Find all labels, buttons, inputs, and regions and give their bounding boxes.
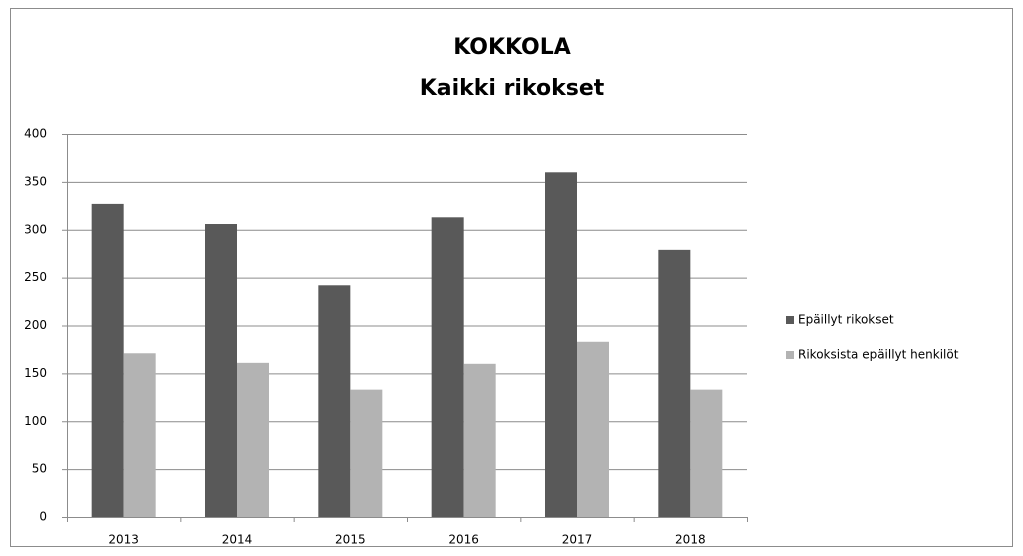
bar xyxy=(91,203,124,517)
bar xyxy=(690,389,723,517)
legend-label: Rikoksista epäillyt henkilöt xyxy=(798,348,959,362)
x-tick-label: 2018 xyxy=(675,533,706,547)
y-tick-label: 50 xyxy=(32,462,47,476)
bar xyxy=(577,341,609,517)
y-tick-label: 200 xyxy=(24,318,47,332)
y-tick-label: 150 xyxy=(24,366,47,380)
y-tick-label: 100 xyxy=(24,414,47,428)
bar xyxy=(318,285,351,517)
bar xyxy=(658,249,691,518)
x-tick-label: 2014 xyxy=(222,533,253,547)
bar xyxy=(350,389,383,517)
legend-label: Epäillyt rikokset xyxy=(798,313,894,327)
y-tick-label: 250 xyxy=(24,270,47,284)
x-tick-label: 2013 xyxy=(108,533,139,547)
y-tick-label: 400 xyxy=(24,127,47,141)
x-tick-label: 2015 xyxy=(335,533,366,547)
y-tick-label: 300 xyxy=(24,222,47,236)
y-tick-label: 350 xyxy=(24,174,47,188)
bar xyxy=(431,217,464,518)
bar xyxy=(205,224,237,517)
x-tick-label: 2017 xyxy=(562,533,593,547)
x-tick-label: 2016 xyxy=(448,533,479,547)
chart-subtitle: Kaikki rikokset xyxy=(420,76,605,101)
bar xyxy=(123,353,156,517)
y-tick-label: 0 xyxy=(39,510,47,524)
legend-swatch xyxy=(786,316,794,324)
bar xyxy=(545,172,577,518)
chart-title: KOKKOLA xyxy=(453,35,571,60)
bar xyxy=(237,362,269,517)
chart-border xyxy=(10,8,1013,547)
legend-swatch xyxy=(786,351,794,359)
bar xyxy=(463,363,496,517)
